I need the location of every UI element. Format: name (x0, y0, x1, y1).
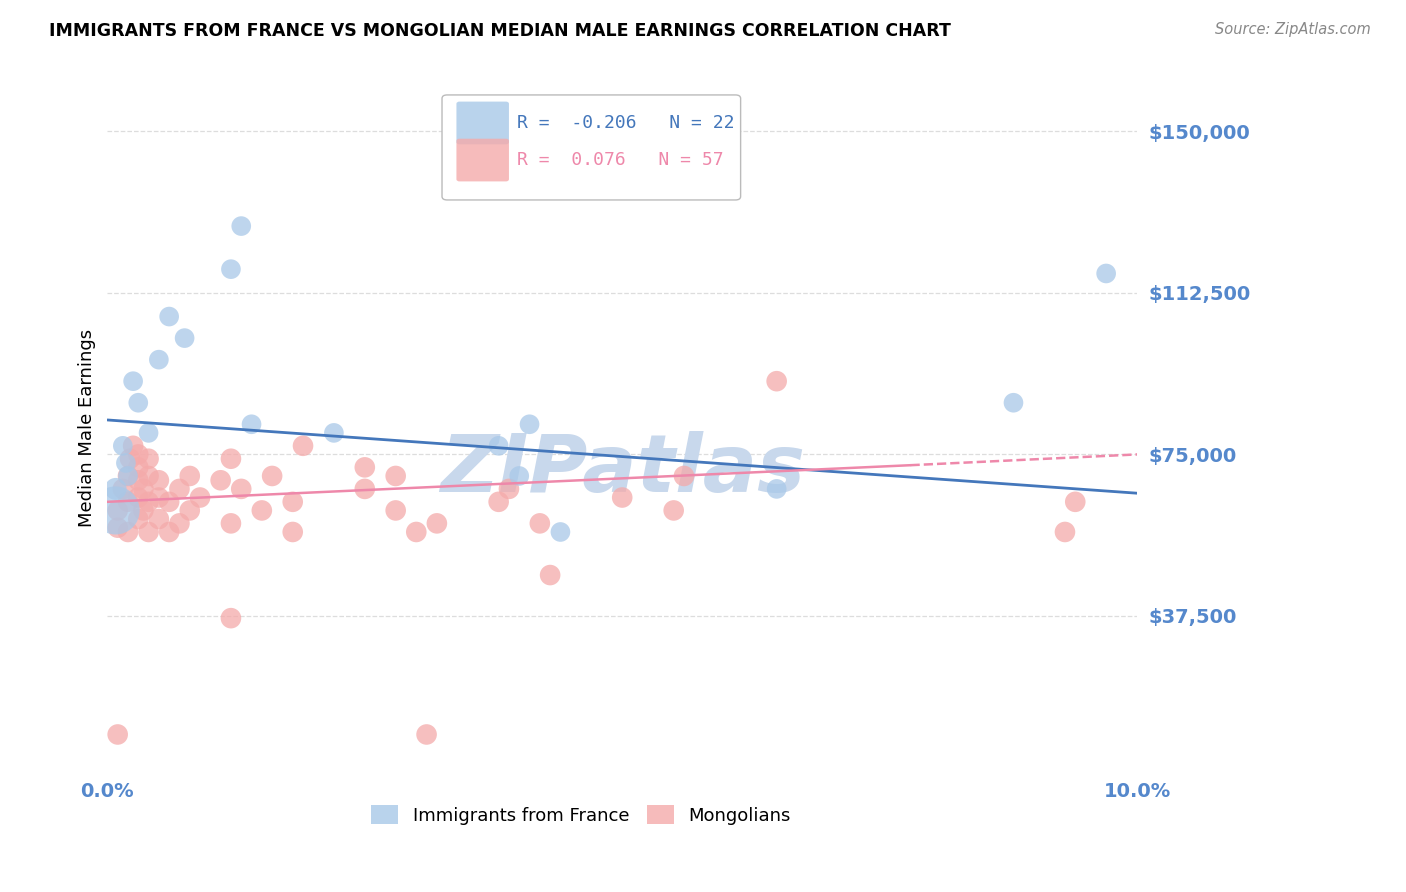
Point (169, 516, 191, 531)
Point (132, 503, 155, 517)
Point (179, 469, 201, 483)
Point (173, 331, 195, 345)
Point (765, 482, 787, 496)
Point (104, 503, 127, 517)
Point (281, 524, 304, 539)
Point (292, 439, 315, 453)
Point (138, 524, 160, 539)
Y-axis label: Median Male Earnings: Median Male Earnings (79, 328, 96, 526)
Point (498, 482, 520, 496)
Text: R =  0.076   N = 57: R = 0.076 N = 57 (517, 151, 724, 169)
Point (138, 451, 160, 466)
Point (127, 460, 149, 475)
Point (353, 460, 375, 475)
Point (1095, 267, 1118, 281)
Text: IMMIGRANTS FROM FRANCE VS MONGOLIAN MEDIAN MALE EARNINGS CORRELATION CHART: IMMIGRANTS FROM FRANCE VS MONGOLIAN MEDI… (49, 22, 950, 40)
Point (157, 524, 180, 539)
Point (107, 521, 129, 535)
Point (672, 469, 695, 483)
Point (662, 503, 685, 517)
Point (1053, 524, 1076, 539)
Point (219, 262, 242, 277)
Point (262, 469, 284, 483)
Point (107, 727, 129, 741)
Point (219, 451, 242, 466)
Point (188, 491, 211, 505)
Point (127, 473, 149, 487)
Point (118, 451, 141, 466)
Point (117, 495, 139, 509)
Point (117, 469, 139, 483)
Point (117, 524, 139, 539)
Point (384, 503, 406, 517)
Text: Source: ZipAtlas.com: Source: ZipAtlas.com (1215, 22, 1371, 37)
Point (127, 491, 149, 505)
Point (353, 482, 375, 496)
Point (111, 482, 134, 496)
Point (127, 447, 149, 461)
Point (529, 516, 551, 531)
Point (281, 495, 304, 509)
Text: ZIPatlas: ZIPatlas (440, 431, 804, 508)
Point (384, 469, 406, 483)
Point (488, 439, 510, 453)
Point (148, 512, 170, 526)
Point (219, 516, 242, 531)
Point (426, 516, 449, 531)
Text: R =  -0.206   N = 22: R = -0.206 N = 22 (517, 114, 735, 132)
Point (519, 417, 541, 432)
Point (157, 495, 180, 509)
Point (138, 469, 160, 483)
Point (1064, 495, 1087, 509)
Point (415, 727, 437, 741)
Point (250, 503, 273, 517)
Point (138, 425, 160, 440)
Point (612, 491, 634, 505)
Point (148, 473, 170, 487)
Point (111, 439, 134, 453)
Point (169, 482, 191, 496)
Point (122, 374, 145, 388)
Point (127, 395, 149, 409)
Point (240, 417, 263, 432)
Point (179, 503, 201, 517)
Point (405, 524, 427, 539)
Point (219, 611, 242, 625)
Point (127, 512, 149, 526)
Point (209, 473, 232, 487)
Point (550, 524, 572, 539)
Point (148, 491, 170, 505)
FancyBboxPatch shape (457, 138, 509, 181)
Point (508, 469, 530, 483)
Legend: Immigrants from France, Mongolians: Immigrants from France, Mongolians (371, 805, 792, 824)
Point (231, 482, 253, 496)
Point (104, 482, 127, 496)
Point (107, 503, 129, 517)
Point (132, 482, 155, 496)
Point (117, 469, 139, 483)
Point (138, 495, 160, 509)
Point (488, 495, 510, 509)
Point (115, 456, 138, 470)
FancyBboxPatch shape (457, 102, 509, 145)
Point (1002, 395, 1025, 409)
Point (538, 568, 561, 582)
Point (765, 374, 787, 388)
Point (231, 219, 253, 233)
Point (157, 310, 180, 324)
Point (148, 352, 170, 367)
Point (322, 425, 344, 440)
Point (122, 439, 145, 453)
FancyBboxPatch shape (441, 95, 741, 200)
